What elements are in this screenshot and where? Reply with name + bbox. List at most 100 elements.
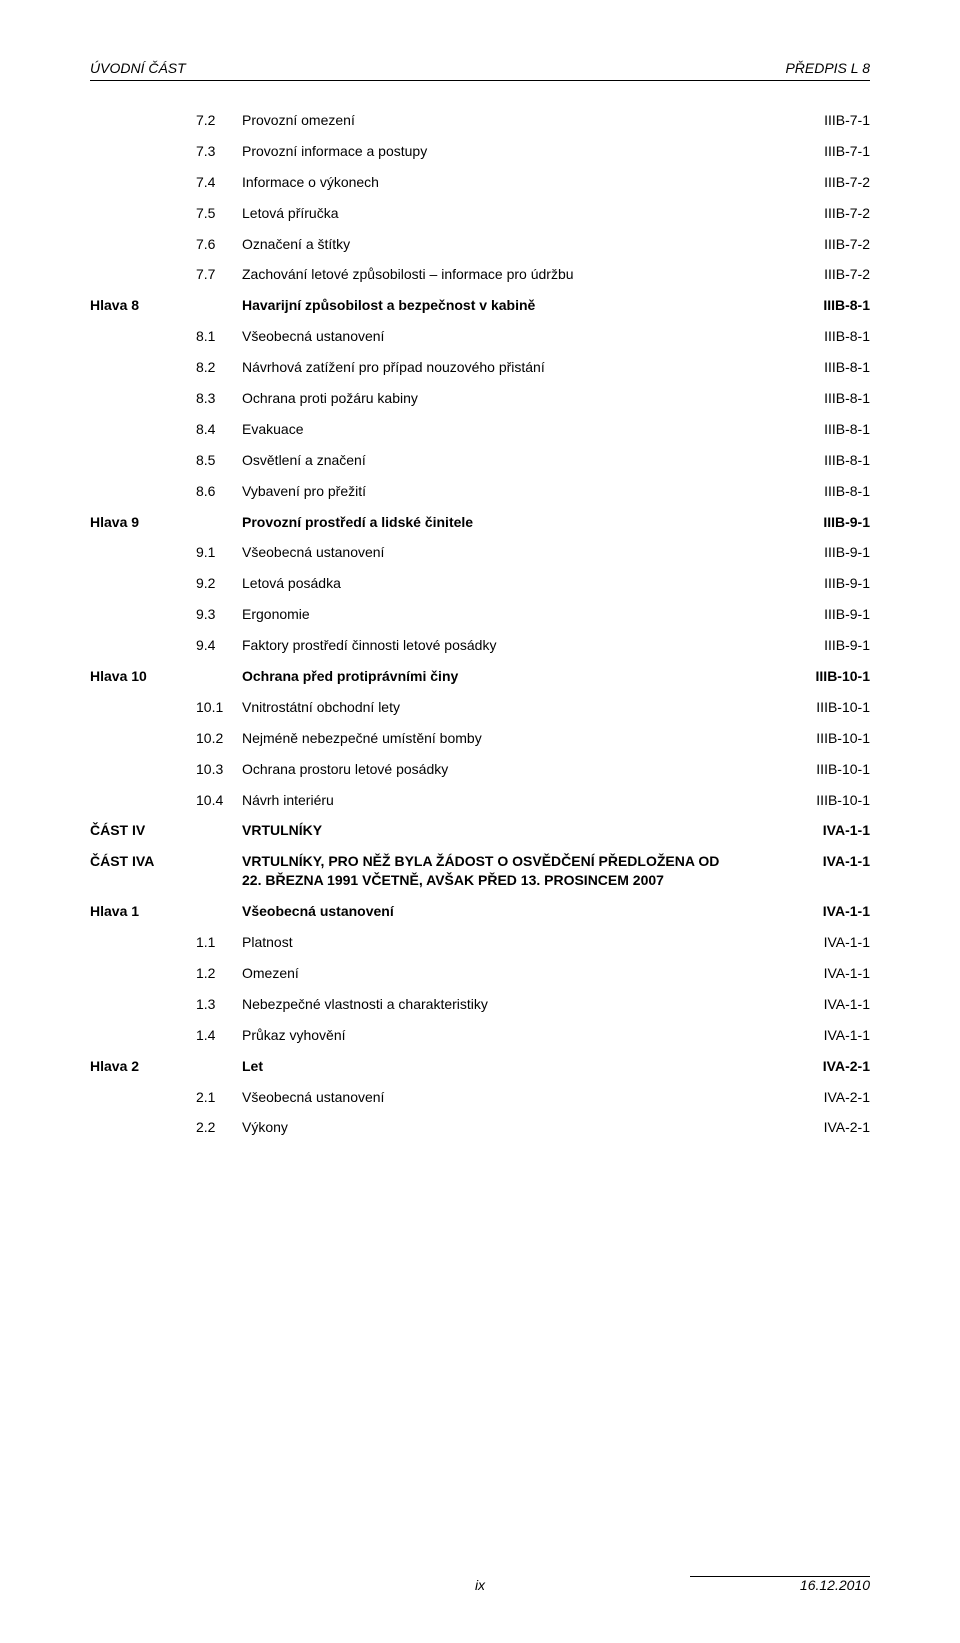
toc-label (90, 204, 180, 223)
toc-text: Letová příručka (242, 204, 772, 223)
toc-number: 7.3 (188, 142, 234, 161)
toc-text: Označení a štítky (242, 235, 772, 254)
toc-text: Všeobecná ustanovení (242, 327, 772, 346)
toc-page: IIIB-8-1 (780, 358, 870, 377)
toc-number: 10.2 (188, 729, 234, 748)
toc-number: 10.4 (188, 791, 234, 810)
toc-page: IIIB-7-2 (780, 204, 870, 223)
toc-number: 1.3 (188, 995, 234, 1014)
toc-page: IIIB-9-1 (780, 543, 870, 562)
toc-text: Letová posádka (242, 574, 772, 593)
toc-label (90, 964, 180, 983)
toc-text: Všeobecná ustanovení (242, 902, 772, 921)
toc-page: IIIB-9-1 (780, 574, 870, 593)
header-left: ÚVODNÍ ČÁST (90, 60, 186, 76)
toc-page: IVA-1-1 (780, 852, 870, 890)
toc-text: Nebezpečné vlastnosti a charakteristiky (242, 995, 772, 1014)
toc-number (188, 1057, 234, 1076)
toc-label (90, 605, 180, 624)
toc-text: Osvětlení a značení (242, 451, 772, 470)
page-footer: ix 16.12.2010 (90, 1576, 870, 1593)
toc-label (90, 265, 180, 284)
toc-number (188, 902, 234, 921)
toc-label (90, 173, 180, 192)
toc-text: Všeobecná ustanovení (242, 1088, 772, 1107)
toc-number: 8.1 (188, 327, 234, 346)
toc-number: 10.3 (188, 760, 234, 779)
toc-page: IVA-1-1 (780, 964, 870, 983)
toc-number (188, 852, 234, 890)
toc-page: IVA-2-1 (780, 1088, 870, 1107)
toc-page: IIIB-9-1 (780, 513, 870, 532)
toc-number: 9.4 (188, 636, 234, 655)
toc-label (90, 760, 180, 779)
toc-page: IVA-2-1 (780, 1057, 870, 1076)
toc-text: Ochrana proti požáru kabiny (242, 389, 772, 408)
toc-label: Hlava 2 (90, 1057, 180, 1076)
toc-number: 1.4 (188, 1026, 234, 1045)
toc-number: 2.2 (188, 1118, 234, 1137)
toc-label (90, 1026, 180, 1045)
toc-number: 8.2 (188, 358, 234, 377)
toc-text: Zachování letové způsobilosti – informac… (242, 265, 772, 284)
toc-label (90, 1088, 180, 1107)
toc-page: IVA-1-1 (780, 995, 870, 1014)
toc-number (188, 821, 234, 840)
toc-page: IIIB-7-1 (780, 142, 870, 161)
toc-text: Informace o výkonech (242, 173, 772, 192)
toc-label (90, 420, 180, 439)
toc-page: IIIB-8-1 (780, 296, 870, 315)
page-header: ÚVODNÍ ČÁST PŘEDPIS L 8 (90, 60, 870, 81)
toc-number: 7.7 (188, 265, 234, 284)
toc-number: 10.1 (188, 698, 234, 717)
document-page: ÚVODNÍ ČÁST PŘEDPIS L 8 7.2Provozní omez… (0, 0, 960, 1643)
toc-page: IIIB-8-1 (780, 420, 870, 439)
header-right: PŘEDPIS L 8 (785, 60, 870, 76)
toc-number: 8.5 (188, 451, 234, 470)
toc-number: 8.6 (188, 482, 234, 501)
toc-label (90, 729, 180, 748)
toc-label (90, 995, 180, 1014)
toc-text: Ergonomie (242, 605, 772, 624)
toc-text: Nejméně nebezpečné umístění bomby (242, 729, 772, 748)
toc-label (90, 482, 180, 501)
toc-text: Návrh interiéru (242, 791, 772, 810)
toc-label (90, 698, 180, 717)
toc-number: 1.1 (188, 933, 234, 952)
toc-text: Let (242, 1057, 772, 1076)
toc-number: 9.2 (188, 574, 234, 593)
toc-page: IIIB-7-2 (780, 173, 870, 192)
toc-grid: 7.2Provozní omezeníIIIB-7-17.3Provozní i… (90, 111, 870, 1137)
toc-page: IIIB-10-1 (780, 667, 870, 686)
toc-label: Hlava 8 (90, 296, 180, 315)
toc-page: IIIB-10-1 (780, 760, 870, 779)
toc-label (90, 389, 180, 408)
toc-label (90, 1118, 180, 1137)
toc-text: Výkony (242, 1118, 772, 1137)
toc-page: IIIB-7-2 (780, 235, 870, 254)
toc-number: 1.2 (188, 964, 234, 983)
toc-label (90, 327, 180, 346)
toc-label (90, 142, 180, 161)
toc-number: 9.3 (188, 605, 234, 624)
toc-text: VRTULNÍKY, PRO NĚŽ BYLA ŽÁDOST O OSVĚDČE… (242, 852, 722, 890)
toc-label (90, 574, 180, 593)
toc-page: IIIB-9-1 (780, 636, 870, 655)
toc-label (90, 636, 180, 655)
toc-text: Vnitrostátní obchodní lety (242, 698, 772, 717)
toc-text: Omezení (242, 964, 772, 983)
toc-page: IIIB-10-1 (780, 729, 870, 748)
toc-label (90, 451, 180, 470)
toc-number: 7.5 (188, 204, 234, 223)
toc-number (188, 667, 234, 686)
toc-text: Průkaz vyhovění (242, 1026, 772, 1045)
toc-number: 7.6 (188, 235, 234, 254)
toc-label (90, 791, 180, 810)
toc-label (90, 933, 180, 952)
toc-label (90, 543, 180, 562)
toc-number (188, 513, 234, 532)
toc-text: VRTULNÍKY (242, 821, 772, 840)
toc-text: Evakuace (242, 420, 772, 439)
toc-label: Hlava 10 (90, 667, 180, 686)
toc-number: 7.4 (188, 173, 234, 192)
